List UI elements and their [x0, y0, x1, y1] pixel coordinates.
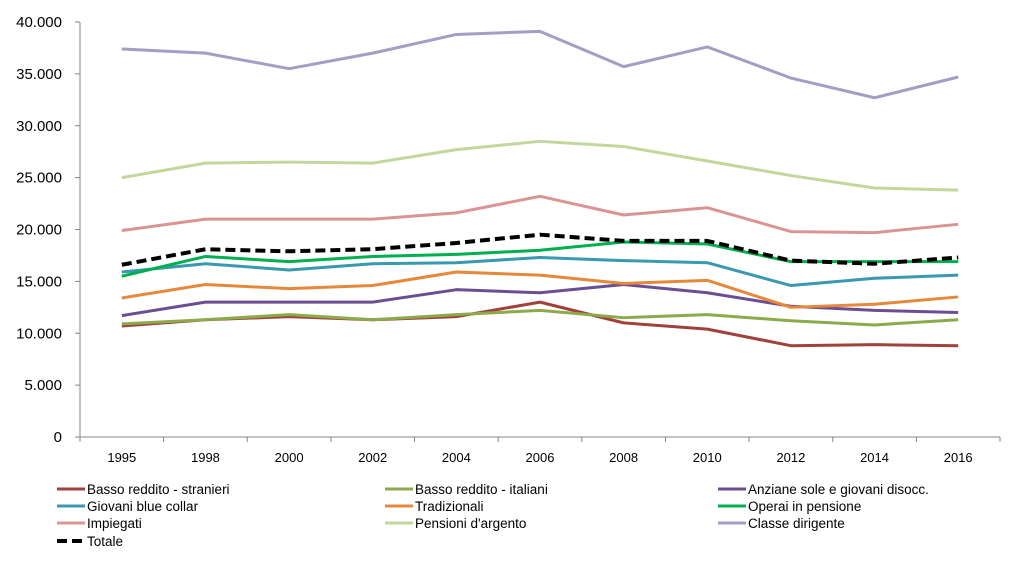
y-tick-label: 10.000 — [16, 325, 62, 342]
legend-label: Giovani blue collar — [87, 499, 199, 514]
legend-label: Tradizionali — [415, 499, 484, 514]
legend-label: Basso reddito - italiani — [415, 482, 548, 497]
series-line-pensioni-d-argento — [121, 139, 959, 192]
y-tick-label: 35.000 — [16, 66, 62, 83]
series-line-impiegati — [121, 194, 959, 235]
legend-label: Operai in pensione — [748, 499, 861, 514]
x-tick-label: 2014 — [860, 450, 889, 465]
x-tick-label: 2008 — [609, 450, 638, 465]
x-tick-label: 2010 — [693, 450, 722, 465]
x-tick-label: 2006 — [526, 450, 555, 465]
series-line-classe-dirigente — [121, 29, 959, 100]
y-tick-label: 20.000 — [16, 222, 62, 239]
legend-label: Pensioni d'argento — [415, 516, 526, 531]
legend-label: Anziane sole e giovani disocc. — [748, 482, 929, 497]
y-tick-label: 25.000 — [16, 170, 62, 187]
y-tick-label: 40.000 — [16, 14, 62, 31]
y-tick-label: 30.000 — [16, 118, 62, 135]
x-tick-label: 2000 — [275, 450, 304, 465]
x-tick-label: 2012 — [776, 450, 805, 465]
y-tick-label: 15.000 — [16, 273, 62, 290]
y-tick-label: 5.000 — [24, 377, 62, 394]
series-line-operai-in-pensione — [121, 240, 959, 278]
legend-label: Impiegati — [87, 516, 142, 531]
x-tick-label: 1995 — [107, 450, 136, 465]
x-tick-label: 2004 — [442, 450, 471, 465]
legend-label: Totale — [87, 534, 123, 549]
legend-label: Basso reddito - stranieri — [87, 482, 230, 497]
legend-label: Classe dirigente — [748, 516, 845, 531]
x-tick-label: 2016 — [944, 450, 973, 465]
series-line-basso-reddito-italiani — [121, 308, 959, 327]
x-tick-label: 2002 — [358, 450, 387, 465]
y-tick-label: 0 — [54, 429, 62, 446]
x-tick-label: 1998 — [191, 450, 220, 465]
